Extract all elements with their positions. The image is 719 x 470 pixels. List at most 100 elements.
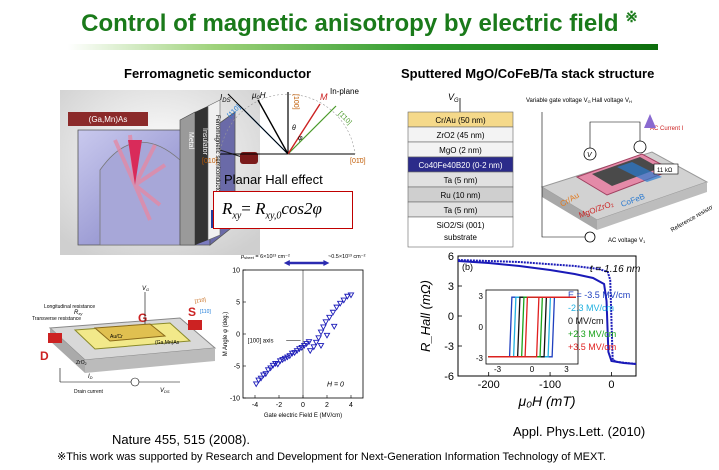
- stack-layer-label: Ru (10 nm): [440, 191, 480, 200]
- hall-resistance-chart: -200 -100 0 6 3 0 -3 -6 μ₀H (mT) R_Hall (mΩ) (b) t …: [418, 251, 640, 409]
- scatter-point: [330, 323, 338, 330]
- stack-layer-label: ZrO2 (45 nm): [436, 131, 484, 140]
- scatter-point: [306, 348, 314, 355]
- scatter-point: [267, 365, 274, 372]
- inset-y-tick-label: 0: [479, 323, 484, 332]
- citation-right: Appl. Phys.Lett. (2010): [513, 424, 646, 439]
- gate-label: G: [138, 311, 147, 325]
- metal-label: Metal: [187, 132, 194, 150]
- device-bottom-figure: D S G Longitudinal resistance Transverse…: [32, 286, 217, 395]
- scatter-point: [329, 309, 337, 316]
- gate-electrode: [93, 323, 167, 342]
- id-label: ID: [88, 374, 93, 380]
- scatter-point: [322, 319, 330, 326]
- scatter-point: [284, 354, 291, 361]
- hall-x-tick-label: 0: [608, 379, 614, 391]
- source-label: S: [188, 305, 196, 319]
- scatter-y-tick-label: 10: [232, 268, 240, 275]
- scatter-point: [279, 357, 286, 364]
- hall-y-tick-label: 6: [448, 251, 454, 263]
- scatter-arrow-head-right: [323, 260, 330, 266]
- hall-x-tick-label: -100: [539, 379, 561, 391]
- hall-ylabel: R_Hall (mΩ): [418, 280, 433, 352]
- rd-variable-gate: Variable gate voltage VG: [526, 98, 591, 104]
- rd-ac-source: [584, 231, 596, 243]
- scatter-point: [300, 343, 308, 350]
- hall-y-tick-label: 3: [448, 281, 454, 293]
- rd-cofeb-strip: [617, 162, 662, 182]
- scatter-point: [305, 339, 313, 346]
- scatter-point: [340, 297, 348, 304]
- rd-ac-wire: [541, 192, 585, 238]
- aucr-label: Au/Cr: [110, 334, 123, 340]
- stack-layer-label: Ta (5 nm): [444, 206, 478, 215]
- title-underline: [68, 44, 658, 50]
- hall-inset-area: [485, 289, 579, 365]
- scatter-xlabel: Gate electric Field E (MV/cm): [264, 413, 342, 419]
- inset-loop-down: [488, 296, 576, 358]
- rd-base-left: [542, 187, 597, 230]
- dir-1m10-b: [1̄10]: [194, 297, 207, 305]
- scatter-point: [303, 341, 310, 348]
- m-label: M: [320, 92, 328, 102]
- stack-layer-label: SiO2/Si (001): [436, 221, 484, 230]
- scatter-point: [291, 350, 298, 357]
- scatter-point: [323, 332, 331, 339]
- dir-100: [100]: [292, 94, 299, 110]
- hall-loop-up: [457, 259, 637, 365]
- formula-box: Rxy= Rxy,0cos2φ: [213, 191, 353, 229]
- scatter-point: [252, 381, 260, 388]
- stack-layer-label: Co40Fe40B20 (0-2 nm): [418, 161, 502, 170]
- scatter-point: [262, 371, 270, 378]
- drain-label: D: [40, 349, 49, 363]
- scatter-y-tick-label: 0: [236, 332, 240, 339]
- angle-arc: [219, 94, 356, 155]
- inset-y-tick-label: 3: [479, 292, 484, 301]
- vds-label: VDS: [160, 388, 170, 394]
- angle-vs-field-chart: -4 -2 0 2 4 10 5 0 -5 -10 Gate electric Field E (M…: [223, 254, 366, 419]
- source-symbol: [130, 377, 140, 387]
- drain-pad: [48, 333, 62, 343]
- scatter-y-tick-label: -10: [230, 396, 240, 403]
- scatter-point: [281, 355, 289, 362]
- scatter-x-tick-label: 4: [349, 402, 353, 409]
- battery: [240, 152, 258, 164]
- scatter-point: [255, 377, 262, 384]
- scatter-sheet-left: psheet = 6×10¹³ cm⁻²: [240, 254, 290, 260]
- fm-label: Ferromagnetic semiconductor: [214, 115, 220, 194]
- scatter-x-tick-label: 2: [325, 402, 329, 409]
- m-vector: [287, 103, 321, 155]
- scatter-sheet-right: ~0.5×10¹³ cm⁻²: [328, 254, 366, 260]
- scatter-point: [317, 343, 325, 350]
- scatter-point: [260, 372, 267, 379]
- scatter-point: [326, 314, 333, 321]
- rd-ac-voltage: AC voltage V1: [608, 238, 646, 244]
- hall-panel-label: (b): [462, 262, 473, 272]
- stack-structure: VG Cr/Au (50 nm) ZrO2 (45 nm) MgO (2 nm) Co4…: [407, 92, 514, 248]
- scatter-point: [293, 348, 301, 355]
- rd-v-symbol: V: [587, 152, 593, 159]
- inset-legend-label: +2.3 MV/cm: [568, 329, 616, 339]
- hall-xlabel: μ₀H (mT): [517, 393, 575, 409]
- scatter-point: [347, 292, 355, 299]
- inset-legend-label: 0 MV/cm: [568, 316, 604, 326]
- scatter-point: [296, 346, 303, 353]
- rd-resistor: 11 kΩ: [657, 168, 673, 174]
- transverse-label: Transverse resistance: [32, 316, 81, 322]
- scatter-x-tick-label: 0: [301, 402, 305, 409]
- scatter-point: [272, 360, 279, 367]
- material-label: (Ga,Mn)As: [89, 115, 128, 124]
- m-arrow: [128, 140, 142, 185]
- device-right-figure: Variable gate voltage VG Hall voltage VH…: [526, 98, 712, 244]
- title-text: Control of magnetic anisotropy by electr…: [81, 10, 619, 37]
- dir-010: [010]: [202, 158, 218, 165]
- material-label-bg: [68, 112, 148, 126]
- title-mark: ※: [625, 9, 638, 26]
- longitudinal-label: Longitudinal resistance: [44, 304, 95, 310]
- page-title: Control of magnetic anisotropy by electr…: [0, 8, 719, 38]
- hall-y-tick-label: -3: [444, 341, 454, 353]
- scatter-point: [264, 367, 272, 374]
- hall-y-tick-label: 0: [448, 311, 454, 323]
- rxy-label: Rxy: [74, 310, 83, 316]
- right-heading: Sputtered MgO/CoFeB/Ta stack structure: [401, 66, 655, 81]
